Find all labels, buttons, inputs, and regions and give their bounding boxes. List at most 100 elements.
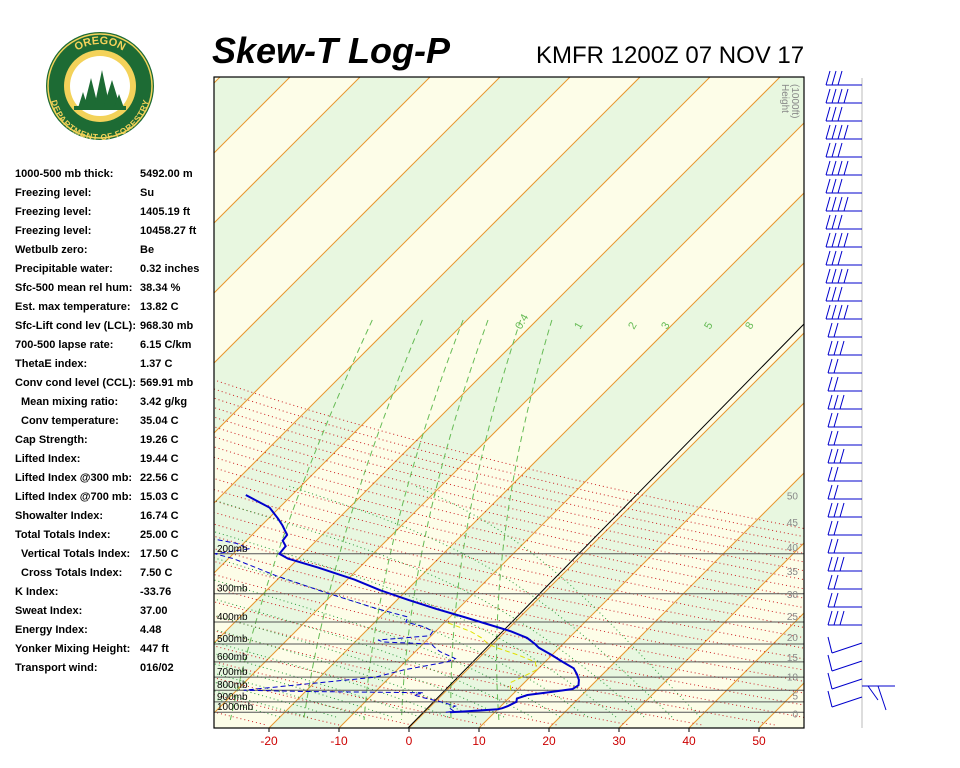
index-value: 37.00 — [140, 605, 168, 617]
index-row: 700-500 lapse rate: 6.15 C/km — [15, 339, 215, 358]
pressure-tick-label: 200mb — [217, 544, 248, 555]
wind-barb-icon — [825, 232, 862, 248]
temp-tick-label: 10 — [472, 734, 486, 748]
wind-barb-feather — [831, 214, 837, 230]
isotherm-line — [0, 77, 10, 728]
wind-barb-feather — [831, 124, 837, 140]
wind-barb-feather — [839, 502, 845, 518]
dry-adiabat-line — [0, 77, 194, 725]
index-value: 4.48 — [140, 624, 162, 636]
wind-barb-feather — [837, 286, 843, 302]
height-tick-label: 30 — [787, 590, 799, 601]
index-label: Cap Strength: — [15, 434, 88, 446]
wind-barb-feather — [843, 232, 849, 248]
wind-barb-feather — [843, 268, 849, 284]
wind-barb-feather — [831, 142, 837, 158]
mixing-ratio-label: 2 — [626, 320, 639, 331]
index-label: ThetaE index: — [15, 358, 88, 370]
wind-barb-feather — [827, 358, 833, 374]
pressure-tick-label: 800mb — [217, 680, 248, 691]
wind-barb-feather — [831, 196, 837, 212]
isotherm-line — [0, 77, 150, 728]
index-value: 10458.27 ft — [140, 225, 197, 237]
temp-tick-label: 0 — [406, 734, 413, 748]
wind-barb-icon — [825, 196, 862, 212]
index-row: 1000-500 mb thick: 5492.00 m — [15, 168, 215, 187]
wind-barb-feather — [839, 610, 845, 626]
wind-barb-feather — [827, 502, 833, 518]
index-value: 25.00 C — [140, 529, 179, 541]
height-tick-label: 15 — [787, 653, 799, 664]
wind-barb-icon — [827, 556, 862, 572]
isotherm-line — [618, 542, 804, 728]
index-row: Mean mixing ratio: 3.42 g/kg — [15, 396, 215, 415]
index-value: 7.50 C — [140, 567, 173, 579]
wind-barb-feather — [833, 502, 839, 518]
index-label: Sweat Index: — [15, 605, 83, 617]
wind-barb-feather — [831, 250, 837, 266]
index-value: -33.76 — [140, 586, 172, 598]
wind-barb-feather — [837, 268, 843, 284]
wind-barb-feather — [831, 268, 837, 284]
temp-tick-label: -10 — [330, 734, 348, 748]
index-row: ThetaE index: 1.37 C — [15, 358, 215, 377]
isotherm-line — [214, 77, 571, 434]
index-row: Cross Totals Index: 7.50 C — [15, 567, 215, 586]
moist-adiabat-line — [214, 614, 505, 718]
plot-frame — [213, 76, 805, 729]
wind-barb-feather — [827, 592, 833, 608]
isotherm-line — [268, 192, 804, 728]
wind-barb-icon — [827, 448, 862, 464]
index-row: Freezing level: 10458.27 ft — [15, 225, 215, 244]
index-label: Energy Index: — [15, 624, 88, 636]
dry-adiabat-line — [214, 397, 804, 546]
index-row: Est. max temperature: 13.82 C — [15, 301, 215, 320]
height-tick-label: 0 — [792, 709, 798, 720]
wind-barb-feather — [827, 556, 833, 572]
temp-tick-label: 50 — [752, 734, 766, 748]
index-value: 15.03 C — [140, 491, 179, 503]
wind-barb-icon — [825, 124, 862, 140]
wind-barb-icon — [827, 592, 862, 608]
mixing-ratio-label: 1 — [572, 320, 585, 331]
pressure-tick-label: 600mb — [217, 652, 248, 663]
index-row: Freezing level: Su — [15, 187, 215, 206]
isotherm-line — [214, 77, 221, 84]
index-label: K Index: — [15, 586, 59, 598]
plot-area: 0.4 1 2 3 5 8 — [0, 77, 804, 728]
wind-barb-icon — [825, 142, 862, 158]
index-row: Wetbulb zero: Be — [15, 244, 215, 263]
index-label: Conv cond level (CCL): — [15, 377, 137, 389]
index-row: Precipitable water: 0.32 inches — [15, 263, 215, 282]
tree-icon — [74, 70, 126, 110]
wind-barb-feather — [839, 448, 845, 464]
height-axis-unit: (1000ft) — [789, 84, 800, 118]
isotherm-line — [478, 402, 804, 728]
index-value: Be — [140, 244, 155, 256]
isotherm-line — [214, 77, 641, 504]
isotherm-line — [214, 122, 804, 714]
index-label: Precipitable water: — [15, 263, 113, 275]
wind-barb-feather — [825, 232, 831, 248]
wind-barb-feather — [833, 322, 839, 338]
index-row: Energy Index: 4.48 — [15, 624, 215, 643]
wind-barb-icon — [825, 160, 862, 176]
index-value: 6.15 C/km — [140, 339, 192, 351]
wind-barb-icon — [825, 178, 862, 194]
isotherm-line — [214, 77, 781, 644]
mixing-ratio-label: 8 — [743, 320, 756, 331]
wind-barb-feather — [833, 376, 839, 392]
isotherm-line — [548, 472, 804, 728]
index-label: Vertical Totals Index: — [21, 548, 131, 560]
index-value: 13.82 C — [140, 301, 179, 313]
wind-barb-feather — [825, 106, 831, 122]
index-row: Cap Strength: 19.26 C — [15, 434, 215, 453]
wind-barb-feather — [837, 106, 843, 122]
moist-adiabat-line — [214, 698, 281, 718]
wind-barb-feather — [833, 358, 839, 374]
index-value: 19.44 C — [140, 453, 179, 465]
wind-barb-icon — [827, 322, 862, 338]
reference-line — [407, 323, 804, 728]
index-row: Freezing level: 1405.19 ft — [15, 206, 215, 225]
